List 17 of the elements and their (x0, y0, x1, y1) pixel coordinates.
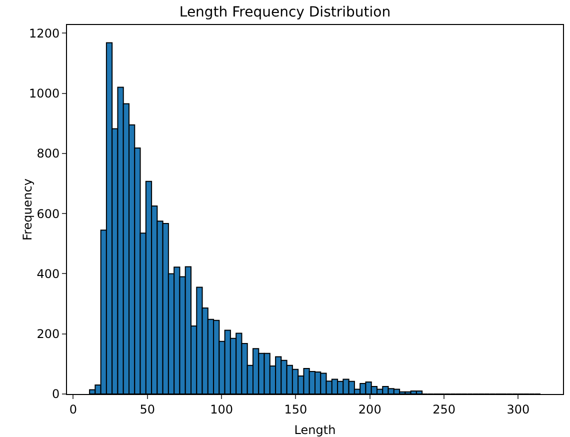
y-tick-label: 0 (52, 387, 60, 402)
y-tick-label: 800 (36, 146, 60, 161)
x-tick-label: 100 (210, 402, 234, 416)
y-tick-label: 1000 (29, 86, 60, 100)
y-tick-label: 1200 (29, 26, 60, 40)
x-tick-label: 50 (140, 402, 156, 416)
x-axis-title: Length (294, 423, 336, 437)
x-tick-label: 150 (284, 402, 308, 416)
x-tick-label: 300 (506, 402, 530, 416)
y-tick-label: 400 (36, 266, 60, 281)
x-tick-label: 200 (358, 402, 382, 416)
y-tick-label: 600 (36, 206, 60, 221)
y-tick-label: 200 (36, 327, 60, 342)
chart-title: Length Frequency Distribution (179, 4, 391, 20)
y-axis-title: Frequency (20, 178, 35, 240)
x-tick-label: 0 (69, 402, 78, 416)
x-tick-label: 250 (432, 402, 456, 416)
